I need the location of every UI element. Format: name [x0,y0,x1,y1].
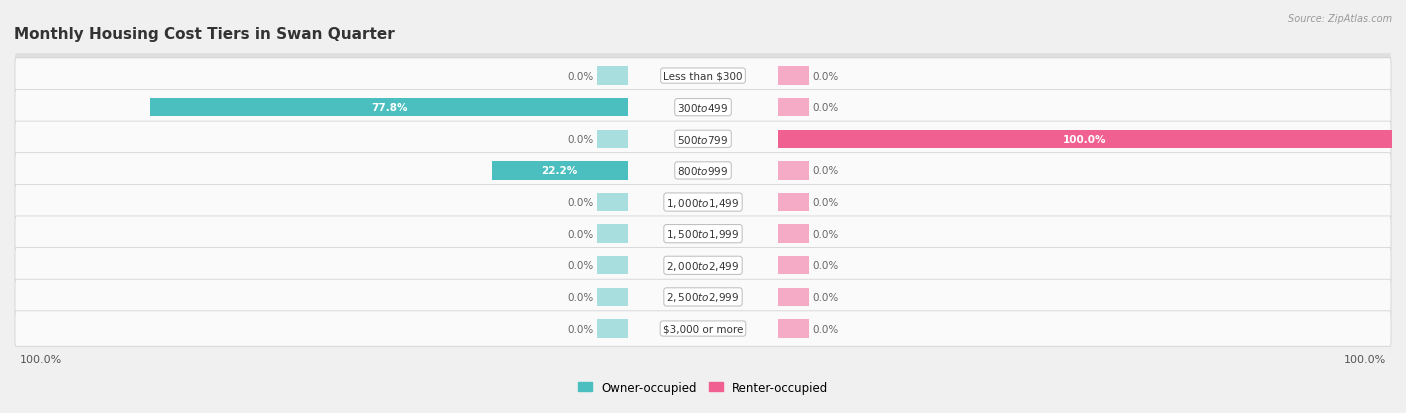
FancyBboxPatch shape [15,306,1391,342]
FancyBboxPatch shape [15,117,1391,152]
Bar [778,67,810,85]
FancyBboxPatch shape [15,153,1391,189]
Bar [492,162,628,180]
Legend: Owner-occupied, Renter-occupied: Owner-occupied, Renter-occupied [572,376,834,399]
FancyBboxPatch shape [15,59,1391,94]
Text: 0.0%: 0.0% [813,292,839,302]
Text: 0.0%: 0.0% [567,135,593,145]
FancyBboxPatch shape [15,180,1391,216]
FancyBboxPatch shape [15,216,1391,252]
FancyBboxPatch shape [15,248,1391,283]
Text: $2,000 to $2,499: $2,000 to $2,499 [666,259,740,272]
Bar [596,320,628,338]
Bar [596,67,628,85]
FancyBboxPatch shape [15,243,1391,279]
FancyBboxPatch shape [15,280,1391,315]
Text: $2,500 to $2,999: $2,500 to $2,999 [666,291,740,304]
Text: 22.2%: 22.2% [541,166,578,176]
Bar [596,131,628,149]
Text: 0.0%: 0.0% [813,71,839,81]
Text: 0.0%: 0.0% [813,261,839,271]
Text: Less than $300: Less than $300 [664,71,742,81]
FancyBboxPatch shape [15,185,1391,220]
Text: $1,500 to $1,999: $1,500 to $1,999 [666,228,740,241]
Bar [596,256,628,275]
Text: 0.0%: 0.0% [813,103,839,113]
Bar [150,99,628,117]
FancyBboxPatch shape [15,54,1391,89]
Text: 100.0%: 100.0% [20,354,63,364]
Bar [778,256,810,275]
Text: 0.0%: 0.0% [567,229,593,239]
Text: 0.0%: 0.0% [567,71,593,81]
FancyBboxPatch shape [15,212,1391,247]
Bar [778,288,810,306]
Text: 0.0%: 0.0% [567,197,593,208]
Text: Source: ZipAtlas.com: Source: ZipAtlas.com [1288,14,1392,24]
Text: 0.0%: 0.0% [813,197,839,208]
Text: $500 to $799: $500 to $799 [678,133,728,145]
Bar [778,225,810,243]
Text: $300 to $499: $300 to $499 [678,102,728,114]
Text: $3,000 or more: $3,000 or more [662,324,744,334]
Bar [778,131,1392,149]
Text: Monthly Housing Cost Tiers in Swan Quarter: Monthly Housing Cost Tiers in Swan Quart… [14,26,395,41]
FancyBboxPatch shape [15,90,1391,126]
Text: 0.0%: 0.0% [567,292,593,302]
FancyBboxPatch shape [15,122,1391,157]
Text: 0.0%: 0.0% [813,229,839,239]
FancyBboxPatch shape [15,311,1391,347]
FancyBboxPatch shape [15,149,1391,184]
Bar [778,162,810,180]
FancyBboxPatch shape [15,275,1391,310]
Bar [778,193,810,212]
Text: 100.0%: 100.0% [1343,354,1386,364]
Text: $800 to $999: $800 to $999 [678,165,728,177]
Text: $1,000 to $1,499: $1,000 to $1,499 [666,196,740,209]
Bar [596,193,628,212]
Text: 100.0%: 100.0% [1063,135,1107,145]
Text: 0.0%: 0.0% [567,261,593,271]
Bar [596,225,628,243]
Bar [778,99,810,117]
Text: 0.0%: 0.0% [567,324,593,334]
Text: 77.8%: 77.8% [371,103,408,113]
Text: 0.0%: 0.0% [813,324,839,334]
FancyBboxPatch shape [15,85,1391,121]
Bar [778,320,810,338]
Bar [596,288,628,306]
Text: 0.0%: 0.0% [813,166,839,176]
